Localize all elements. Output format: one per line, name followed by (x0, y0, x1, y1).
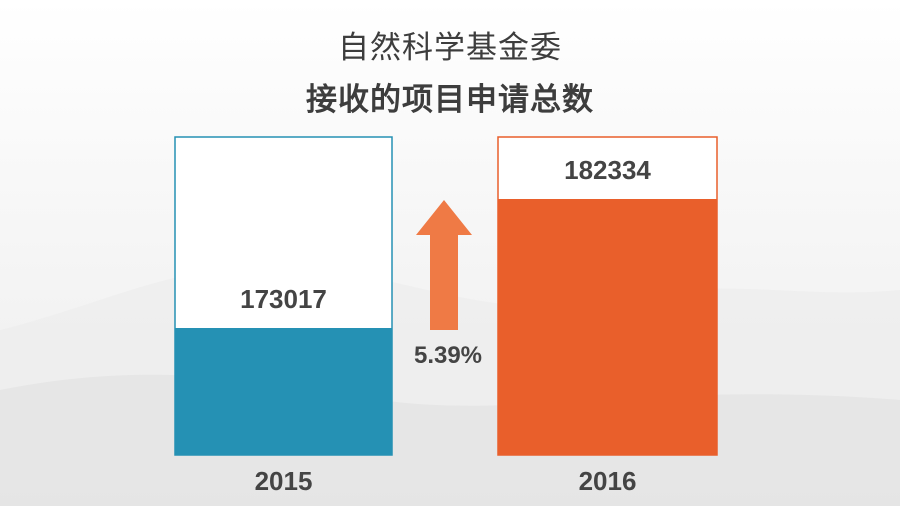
value-label-2016: 182334 (564, 155, 651, 185)
value-label-2015: 173017 (240, 284, 327, 314)
chart-title-line1: 自然科学基金委 (338, 30, 562, 66)
category-label-2015: 2015 (255, 466, 313, 496)
chart-title-line2: 接收的项目申请总数 (306, 82, 594, 118)
category-label-2016: 2016 (579, 466, 637, 496)
change-percent-label: 5.39% (413, 342, 483, 369)
bar-2016 (498, 199, 717, 455)
up-arrow-icon (416, 200, 472, 330)
bar-2015 (175, 328, 392, 455)
